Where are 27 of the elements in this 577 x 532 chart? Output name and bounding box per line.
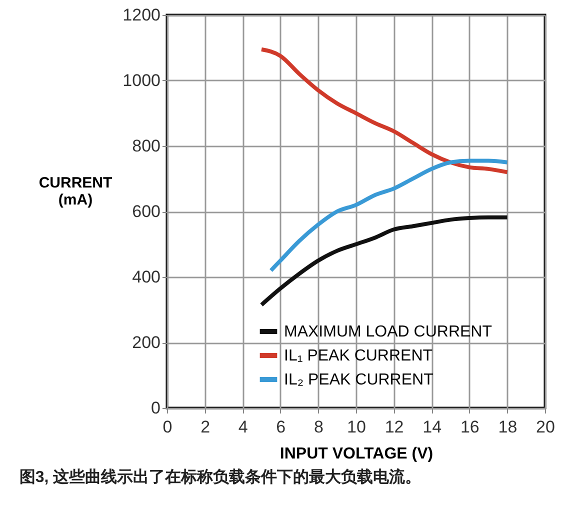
x-tick-label: 2	[200, 418, 210, 436]
line-series	[260, 215, 510, 307]
x-tick-label: 6	[276, 418, 286, 436]
x-axis-title: INPUT VOLTAGE (V)	[280, 446, 434, 462]
caption: 图3, 这些曲线示出了在标称负载条件下的最大负载电流。	[19, 467, 422, 486]
line-series	[260, 47, 510, 174]
x-tick-label: 10	[347, 418, 366, 436]
legend-label: MAXIMUM LOAD CURRENT	[284, 324, 492, 340]
y-tick-label: 800	[132, 136, 160, 156]
y-tick-label: 600	[132, 202, 160, 221]
x-tick-label: 12	[384, 418, 404, 436]
line-series	[268, 158, 510, 272]
y-tick-label: 200	[132, 333, 160, 352]
x-tick-label: 20	[536, 418, 555, 436]
y-tick-label: 1000	[122, 71, 160, 90]
x-tick-label: 0	[162, 418, 172, 436]
x-tick-label: 14	[422, 418, 442, 436]
y-tick-label: 0	[151, 398, 160, 418]
y-axis-title: CURRENT (mA)	[38, 174, 112, 208]
legend-label: IL₁ PEAK CURRENT	[284, 348, 433, 364]
x-tick-label: 4	[238, 418, 248, 436]
x-tick-label: 16	[460, 418, 480, 436]
x-tick-label: 8	[314, 418, 324, 436]
y-tick-label: 1200	[122, 6, 160, 24]
legend-label: IL₂ PEAK CURRENT	[284, 372, 434, 388]
y-tick-label: 400	[132, 268, 160, 286]
x-tick-label: 18	[498, 418, 518, 436]
